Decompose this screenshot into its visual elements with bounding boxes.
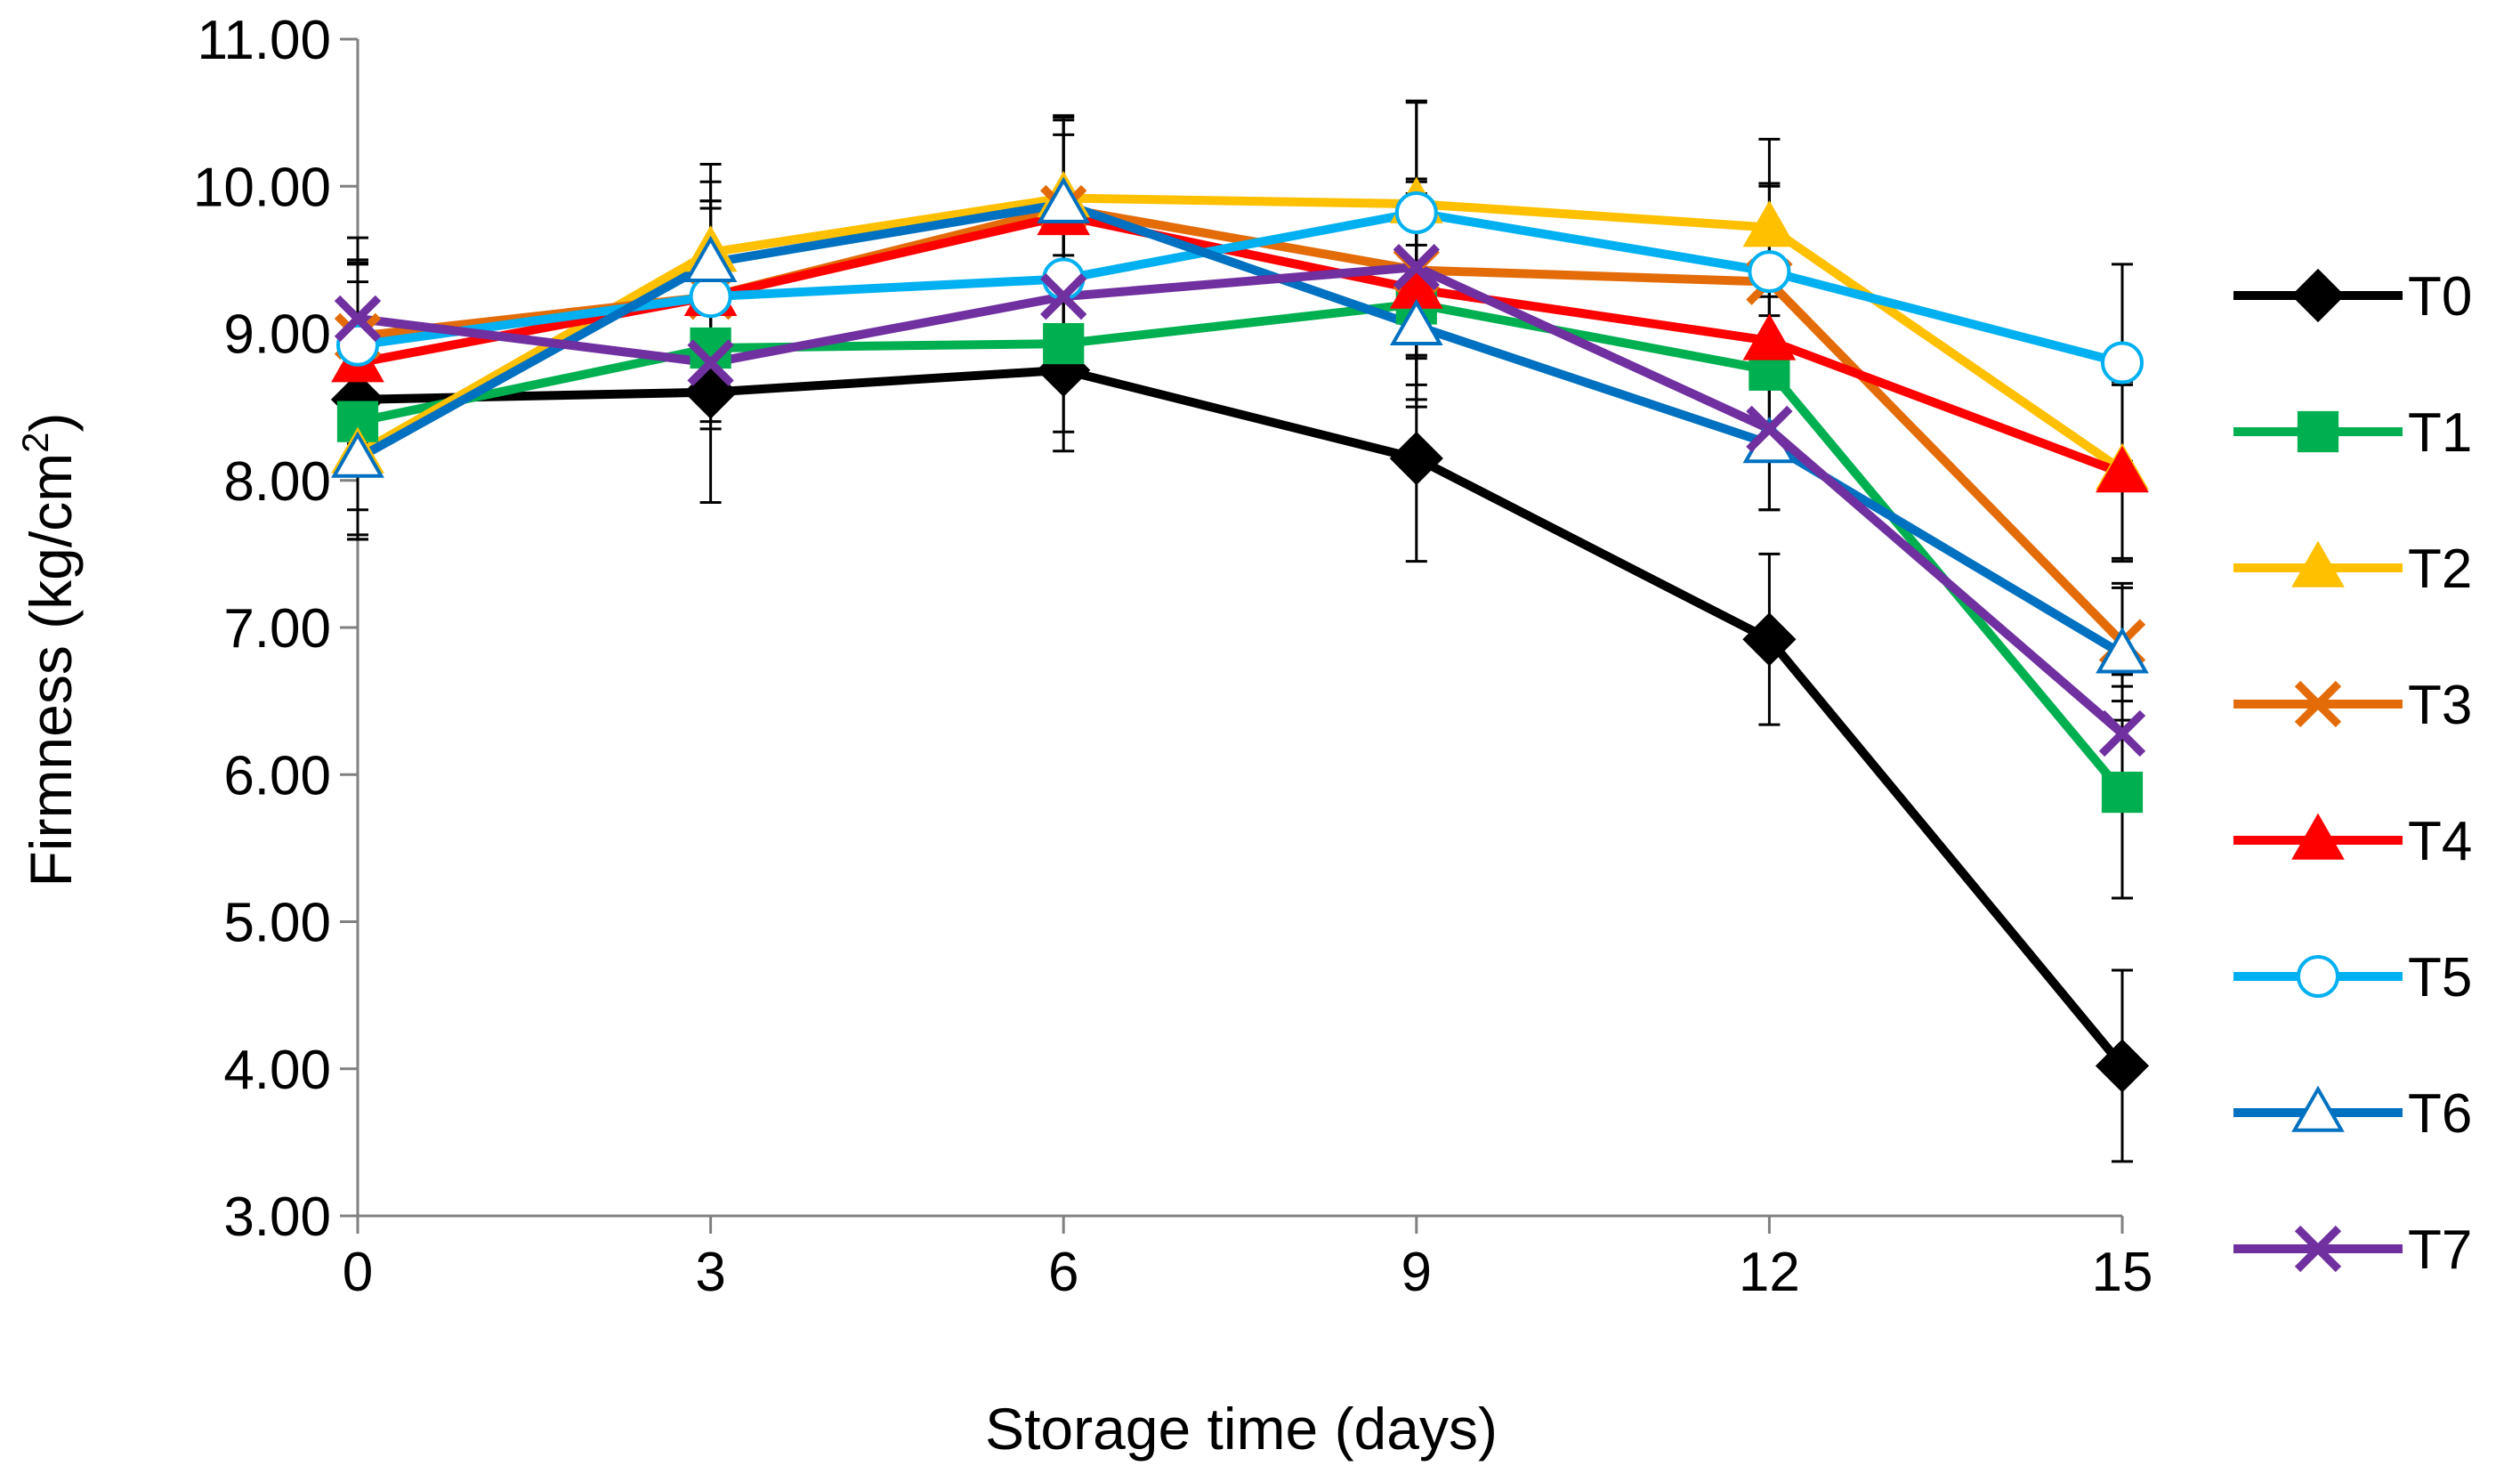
series-line-T6 bbox=[355, 199, 2125, 659]
marker-T4 bbox=[1742, 313, 1797, 360]
y-tick-label: 11.00 bbox=[197, 10, 331, 71]
legend-marker bbox=[2294, 1225, 2342, 1273]
legend-item-T6: T6 bbox=[2233, 1083, 2472, 1145]
series-line-T5 bbox=[357, 207, 2124, 368]
marker-T5 bbox=[336, 323, 379, 367]
x-tick-label: 15 bbox=[2092, 1242, 2153, 1303]
marker-T5 bbox=[1748, 250, 1791, 294]
series-line-T4 bbox=[357, 211, 2124, 478]
series-line-T2 bbox=[355, 193, 2125, 474]
axes: 3.00 4.00 5.00 6.00 7.00 8.00 9.00 10.00 11.00 0 3… bbox=[193, 10, 2153, 1303]
legend-item-T5: T5 bbox=[2233, 947, 2472, 1008]
y-tick-label: 4.00 bbox=[223, 1040, 331, 1101]
series-line-T7 bbox=[357, 263, 2126, 737]
marker-T6 bbox=[683, 235, 738, 282]
legend-item-T2: T2 bbox=[2233, 539, 2472, 600]
marker-T4 bbox=[2096, 446, 2149, 493]
marker-T1 bbox=[1043, 322, 1085, 365]
legend-marker bbox=[2291, 813, 2345, 860]
legend-marker bbox=[2294, 680, 2342, 728]
marker-T7 bbox=[1393, 243, 1440, 291]
y-axis-title-close: ) bbox=[18, 412, 84, 432]
legend-marker bbox=[2297, 410, 2339, 453]
series-lines bbox=[355, 193, 2126, 1069]
legend-item-T3: T3 bbox=[2233, 675, 2472, 736]
x-tick-label: 0 bbox=[343, 1242, 373, 1303]
legend-marker bbox=[2290, 268, 2346, 323]
marker-T1 bbox=[2101, 771, 2144, 814]
legend: T0 T1 T2 T3 T4 T5 T6 T7 bbox=[2233, 266, 2472, 1281]
legend-label: T1 bbox=[2408, 402, 2472, 464]
legend-item-T1: T1 bbox=[2233, 402, 2472, 464]
legend-marker bbox=[2291, 1085, 2345, 1132]
legend-item-T7: T7 bbox=[2233, 1219, 2472, 1281]
marker-T0 bbox=[1389, 431, 1443, 486]
x-tick-label: 12 bbox=[1739, 1242, 1800, 1303]
y-tick-label: 3.00 bbox=[223, 1186, 331, 1248]
legend-marker bbox=[2291, 540, 2345, 587]
legend-label: T0 bbox=[2408, 266, 2472, 328]
legend-label: T6 bbox=[2408, 1083, 2472, 1145]
marker-T6 bbox=[1037, 176, 1091, 223]
marker-T5 bbox=[689, 275, 732, 319]
legend-label: T7 bbox=[2408, 1219, 2472, 1281]
y-tick-label: 7.00 bbox=[223, 598, 331, 660]
marker-T2 bbox=[1742, 200, 1797, 247]
marker-T0 bbox=[1742, 612, 1797, 667]
marker-T0 bbox=[2095, 1039, 2150, 1093]
marker-T6 bbox=[331, 431, 384, 478]
x-axis-title: Storage time (days) bbox=[985, 1396, 1498, 1462]
y-tick-label: 5.00 bbox=[223, 893, 331, 954]
series-markers bbox=[330, 171, 2150, 1093]
legend-label: T5 bbox=[2408, 947, 2472, 1008]
y-axis-title: Firmness (kg/cm2) bbox=[14, 412, 84, 887]
marker-T5 bbox=[2101, 341, 2144, 385]
legend-marker bbox=[2297, 955, 2339, 998]
marker-T7 bbox=[1040, 273, 1087, 320]
marker-T7 bbox=[687, 339, 734, 386]
y-tick-label: 10.00 bbox=[193, 157, 331, 218]
x-tick-label: 9 bbox=[1401, 1242, 1432, 1303]
y-tick-label: 6.00 bbox=[223, 745, 331, 806]
marker-T7 bbox=[2098, 709, 2146, 757]
marker-T7 bbox=[334, 295, 382, 343]
legend-item-T0: T0 bbox=[2233, 266, 2472, 328]
y-tick-label: 8.00 bbox=[223, 451, 331, 513]
marker-T7 bbox=[1746, 405, 1793, 453]
series-line-T3 bbox=[357, 204, 2126, 646]
legend-label: T2 bbox=[2408, 539, 2472, 600]
x-tick-label: 6 bbox=[1048, 1242, 1078, 1303]
y-tick-label: 9.00 bbox=[223, 304, 331, 366]
legend-item-T4: T4 bbox=[2233, 811, 2472, 872]
y-axis-title-main: Firmness (kg/cm bbox=[18, 453, 84, 887]
x-tick-label: 3 bbox=[695, 1242, 725, 1303]
series-line-T0 bbox=[357, 365, 2126, 1069]
marker-T6 bbox=[2096, 627, 2149, 674]
legend-label: T3 bbox=[2408, 675, 2472, 736]
y-axis-title-superscript: 2 bbox=[14, 432, 56, 452]
legend-label: T4 bbox=[2408, 811, 2472, 872]
marker-T5 bbox=[1394, 190, 1438, 234]
error-bars bbox=[347, 99, 2133, 1163]
marker-T6 bbox=[1389, 298, 1443, 346]
series-line-T1 bbox=[356, 299, 2126, 796]
